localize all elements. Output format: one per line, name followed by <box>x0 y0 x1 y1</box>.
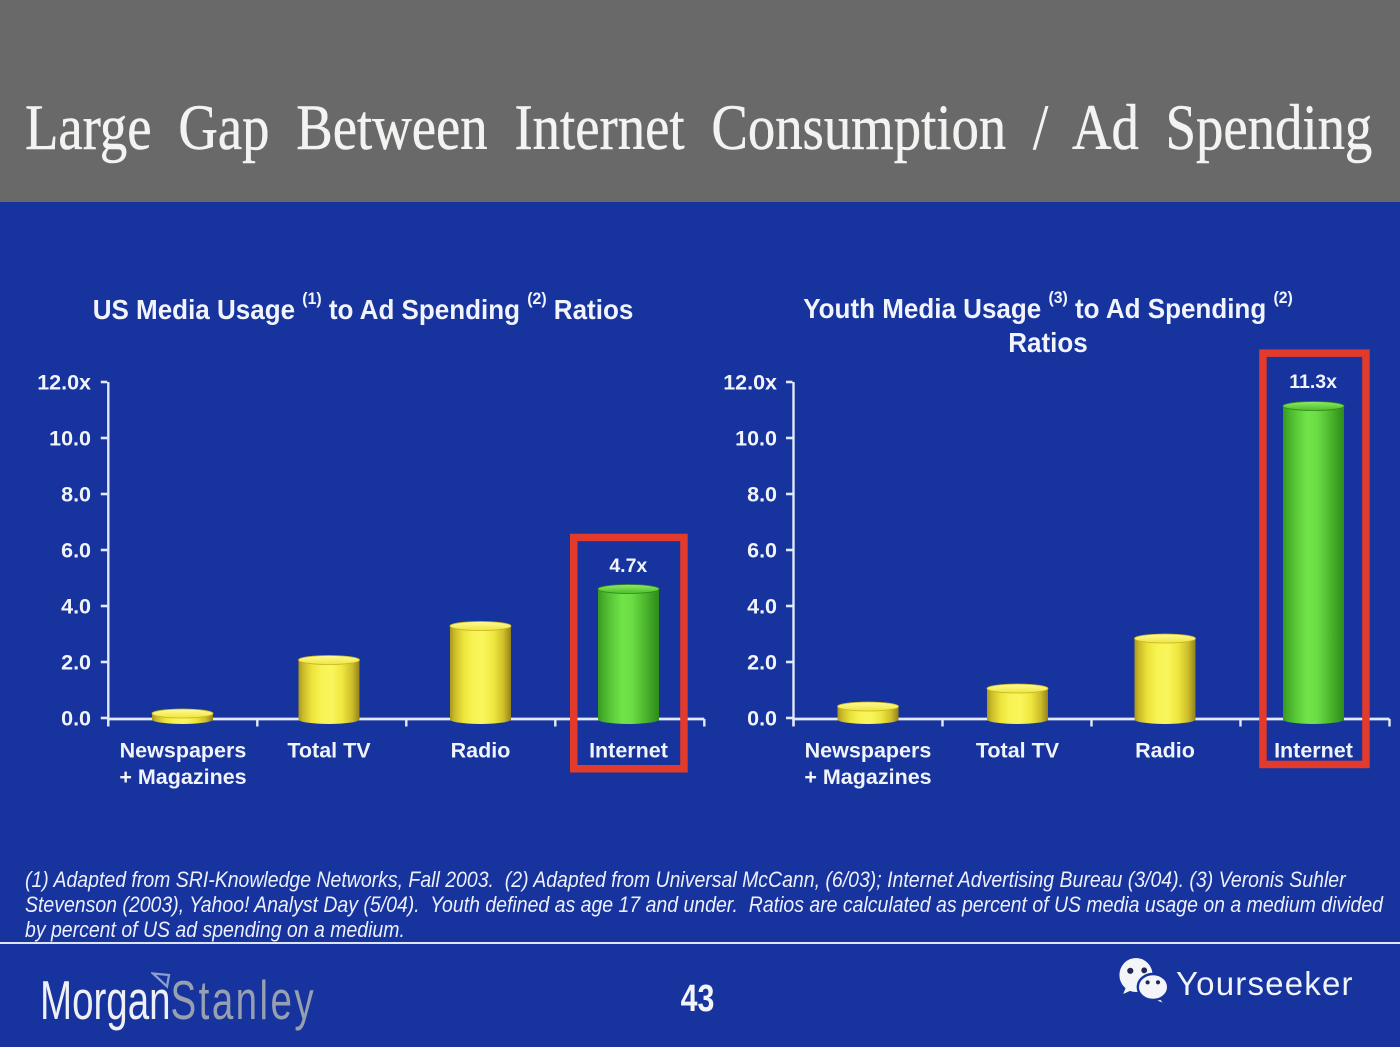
svg-text:2.0: 2.0 <box>747 650 777 674</box>
svg-text:Newspapers: Newspapers <box>805 739 932 763</box>
svg-text:Internet: Internet <box>589 739 668 763</box>
svg-text:12.0x: 12.0x <box>37 370 91 394</box>
svg-text:+ Magazines: + Magazines <box>804 765 931 789</box>
svg-text:10.0: 10.0 <box>49 426 91 450</box>
svg-text:Newspapers: Newspapers <box>120 739 247 763</box>
svg-text:12.0x: 12.0x <box>723 370 777 394</box>
svg-text:6.0: 6.0 <box>61 538 91 562</box>
svg-text:11.3x: 11.3x <box>1289 371 1337 393</box>
svg-text:4.7x: 4.7x <box>609 555 647 577</box>
svg-text:Total TV: Total TV <box>976 739 1060 763</box>
svg-text:Radio: Radio <box>1135 739 1195 763</box>
svg-text:Internet: Internet <box>1274 739 1353 763</box>
svg-text:4.0: 4.0 <box>61 594 91 618</box>
svg-text:2.0: 2.0 <box>61 650 91 674</box>
svg-text:0.0: 0.0 <box>747 706 777 730</box>
svg-text:8.0: 8.0 <box>61 482 91 506</box>
svg-text:6.0: 6.0 <box>747 538 777 562</box>
svg-text:Radio: Radio <box>451 739 511 763</box>
svg-text:10.0: 10.0 <box>735 426 777 450</box>
svg-text:0.0: 0.0 <box>61 706 91 730</box>
svg-text:4.0: 4.0 <box>747 594 777 618</box>
svg-text:+ Magazines: + Magazines <box>119 765 246 789</box>
svg-text:8.0: 8.0 <box>747 482 777 506</box>
svg-text:Total TV: Total TV <box>287 739 371 763</box>
